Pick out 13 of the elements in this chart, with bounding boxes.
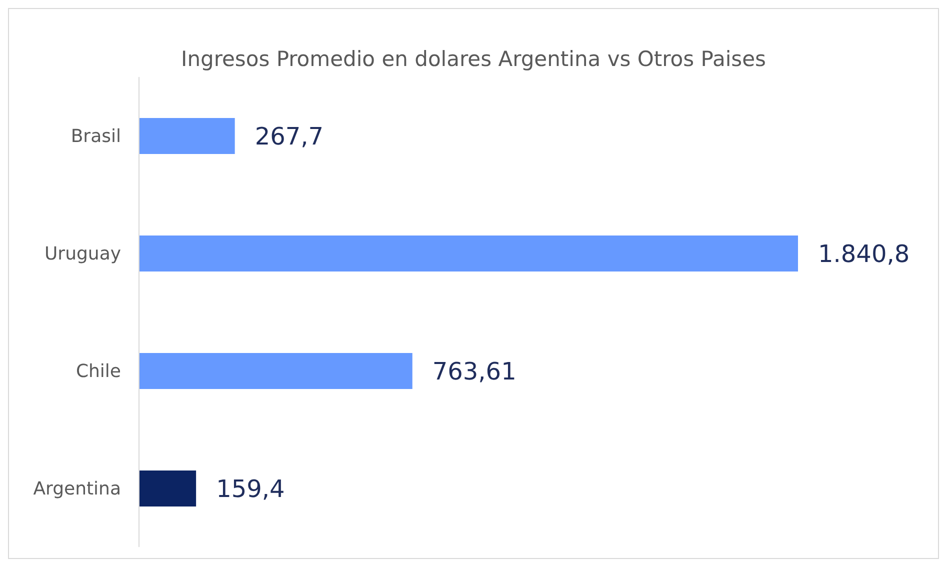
- y-tick-label: Brasil: [70, 126, 121, 148]
- bar: [139, 236, 798, 272]
- bar: [139, 353, 412, 389]
- data-label: 763,61: [432, 358, 516, 386]
- chart-title: Ingresos Promedio en dolares Argentina vs Otros Paises: [180, 46, 767, 73]
- y-tick-label: Chile: [76, 361, 121, 382]
- y-tick-label: Uruguay: [44, 244, 122, 265]
- data-label: 1.840,8: [818, 240, 910, 268]
- bar: [139, 118, 235, 154]
- bar: [139, 470, 196, 506]
- data-label: 159,4: [216, 475, 285, 504]
- y-tick-label: Argentina: [33, 478, 121, 500]
- data-label: 267,7: [254, 122, 324, 151]
